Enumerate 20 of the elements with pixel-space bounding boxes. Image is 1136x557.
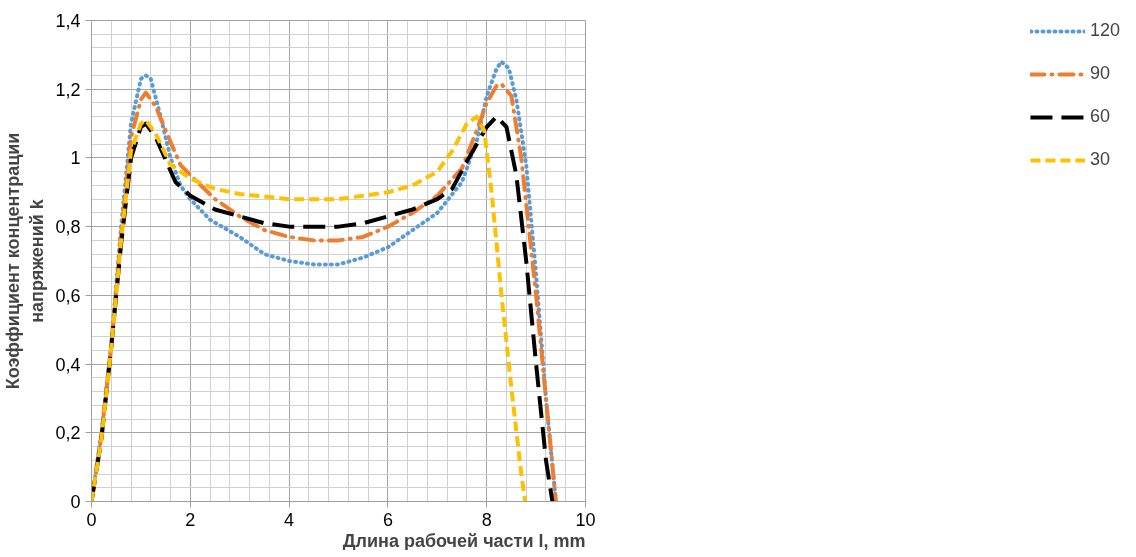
x-tick-label: 8 [481, 509, 492, 530]
y-tick-label: 0 [70, 492, 81, 512]
x-tick-label: 4 [284, 509, 295, 530]
y-tick-label: 1 [70, 148, 81, 169]
x-tick-label: 0 [86, 509, 97, 530]
y-tick-label: 0,6 [55, 285, 81, 306]
legend-label: 120 [1089, 20, 1120, 41]
y-axis-title: Коэффициент концентрации напряжений k [3, 132, 48, 390]
x-tick-label: 10 [575, 509, 596, 530]
legend-label: 90 [1089, 63, 1110, 84]
y-tick-label: 1,2 [55, 79, 81, 100]
y-tick-label: 0,4 [55, 354, 81, 375]
legend-label: 30 [1089, 149, 1110, 170]
legend-label: 60 [1089, 106, 1110, 127]
x-axis-title: Длина рабочей части l, mm [342, 530, 586, 551]
y-tick-label: 0,2 [55, 423, 81, 444]
y-tick-label: 1,4 [55, 11, 81, 31]
y-tick-label: 0,8 [55, 217, 81, 238]
x-tick-label: 2 [185, 509, 196, 530]
x-tick-label: 6 [382, 509, 393, 530]
